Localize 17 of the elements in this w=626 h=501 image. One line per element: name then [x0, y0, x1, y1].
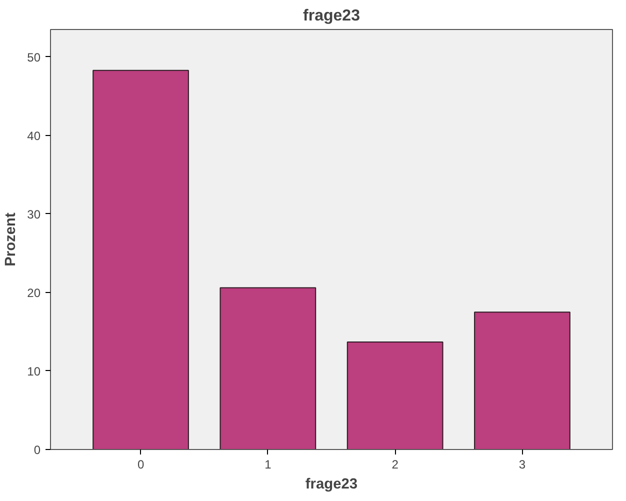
x-tick-label: 1 [264, 458, 272, 472]
y-axis-title: Prozent [3, 212, 20, 266]
y-tick-label: 50 [27, 50, 41, 64]
bar [220, 287, 316, 450]
chart-title: frage23 [303, 8, 360, 24]
x-tick-label: 0 [137, 458, 144, 472]
bar [346, 341, 444, 450]
x-axis-title: frage23 [305, 476, 358, 492]
y-tick-label: 10 [27, 364, 41, 378]
y-tick-label: 40 [27, 128, 41, 143]
y-tick-label: 20 [27, 286, 41, 300]
bar [474, 312, 570, 450]
y-tick-label: 0 [34, 443, 41, 457]
x-tick-label: 3 [518, 458, 526, 472]
x-tick-label: 2 [392, 458, 399, 472]
y-tick-label: 30 [27, 207, 41, 222]
bar [92, 70, 189, 450]
